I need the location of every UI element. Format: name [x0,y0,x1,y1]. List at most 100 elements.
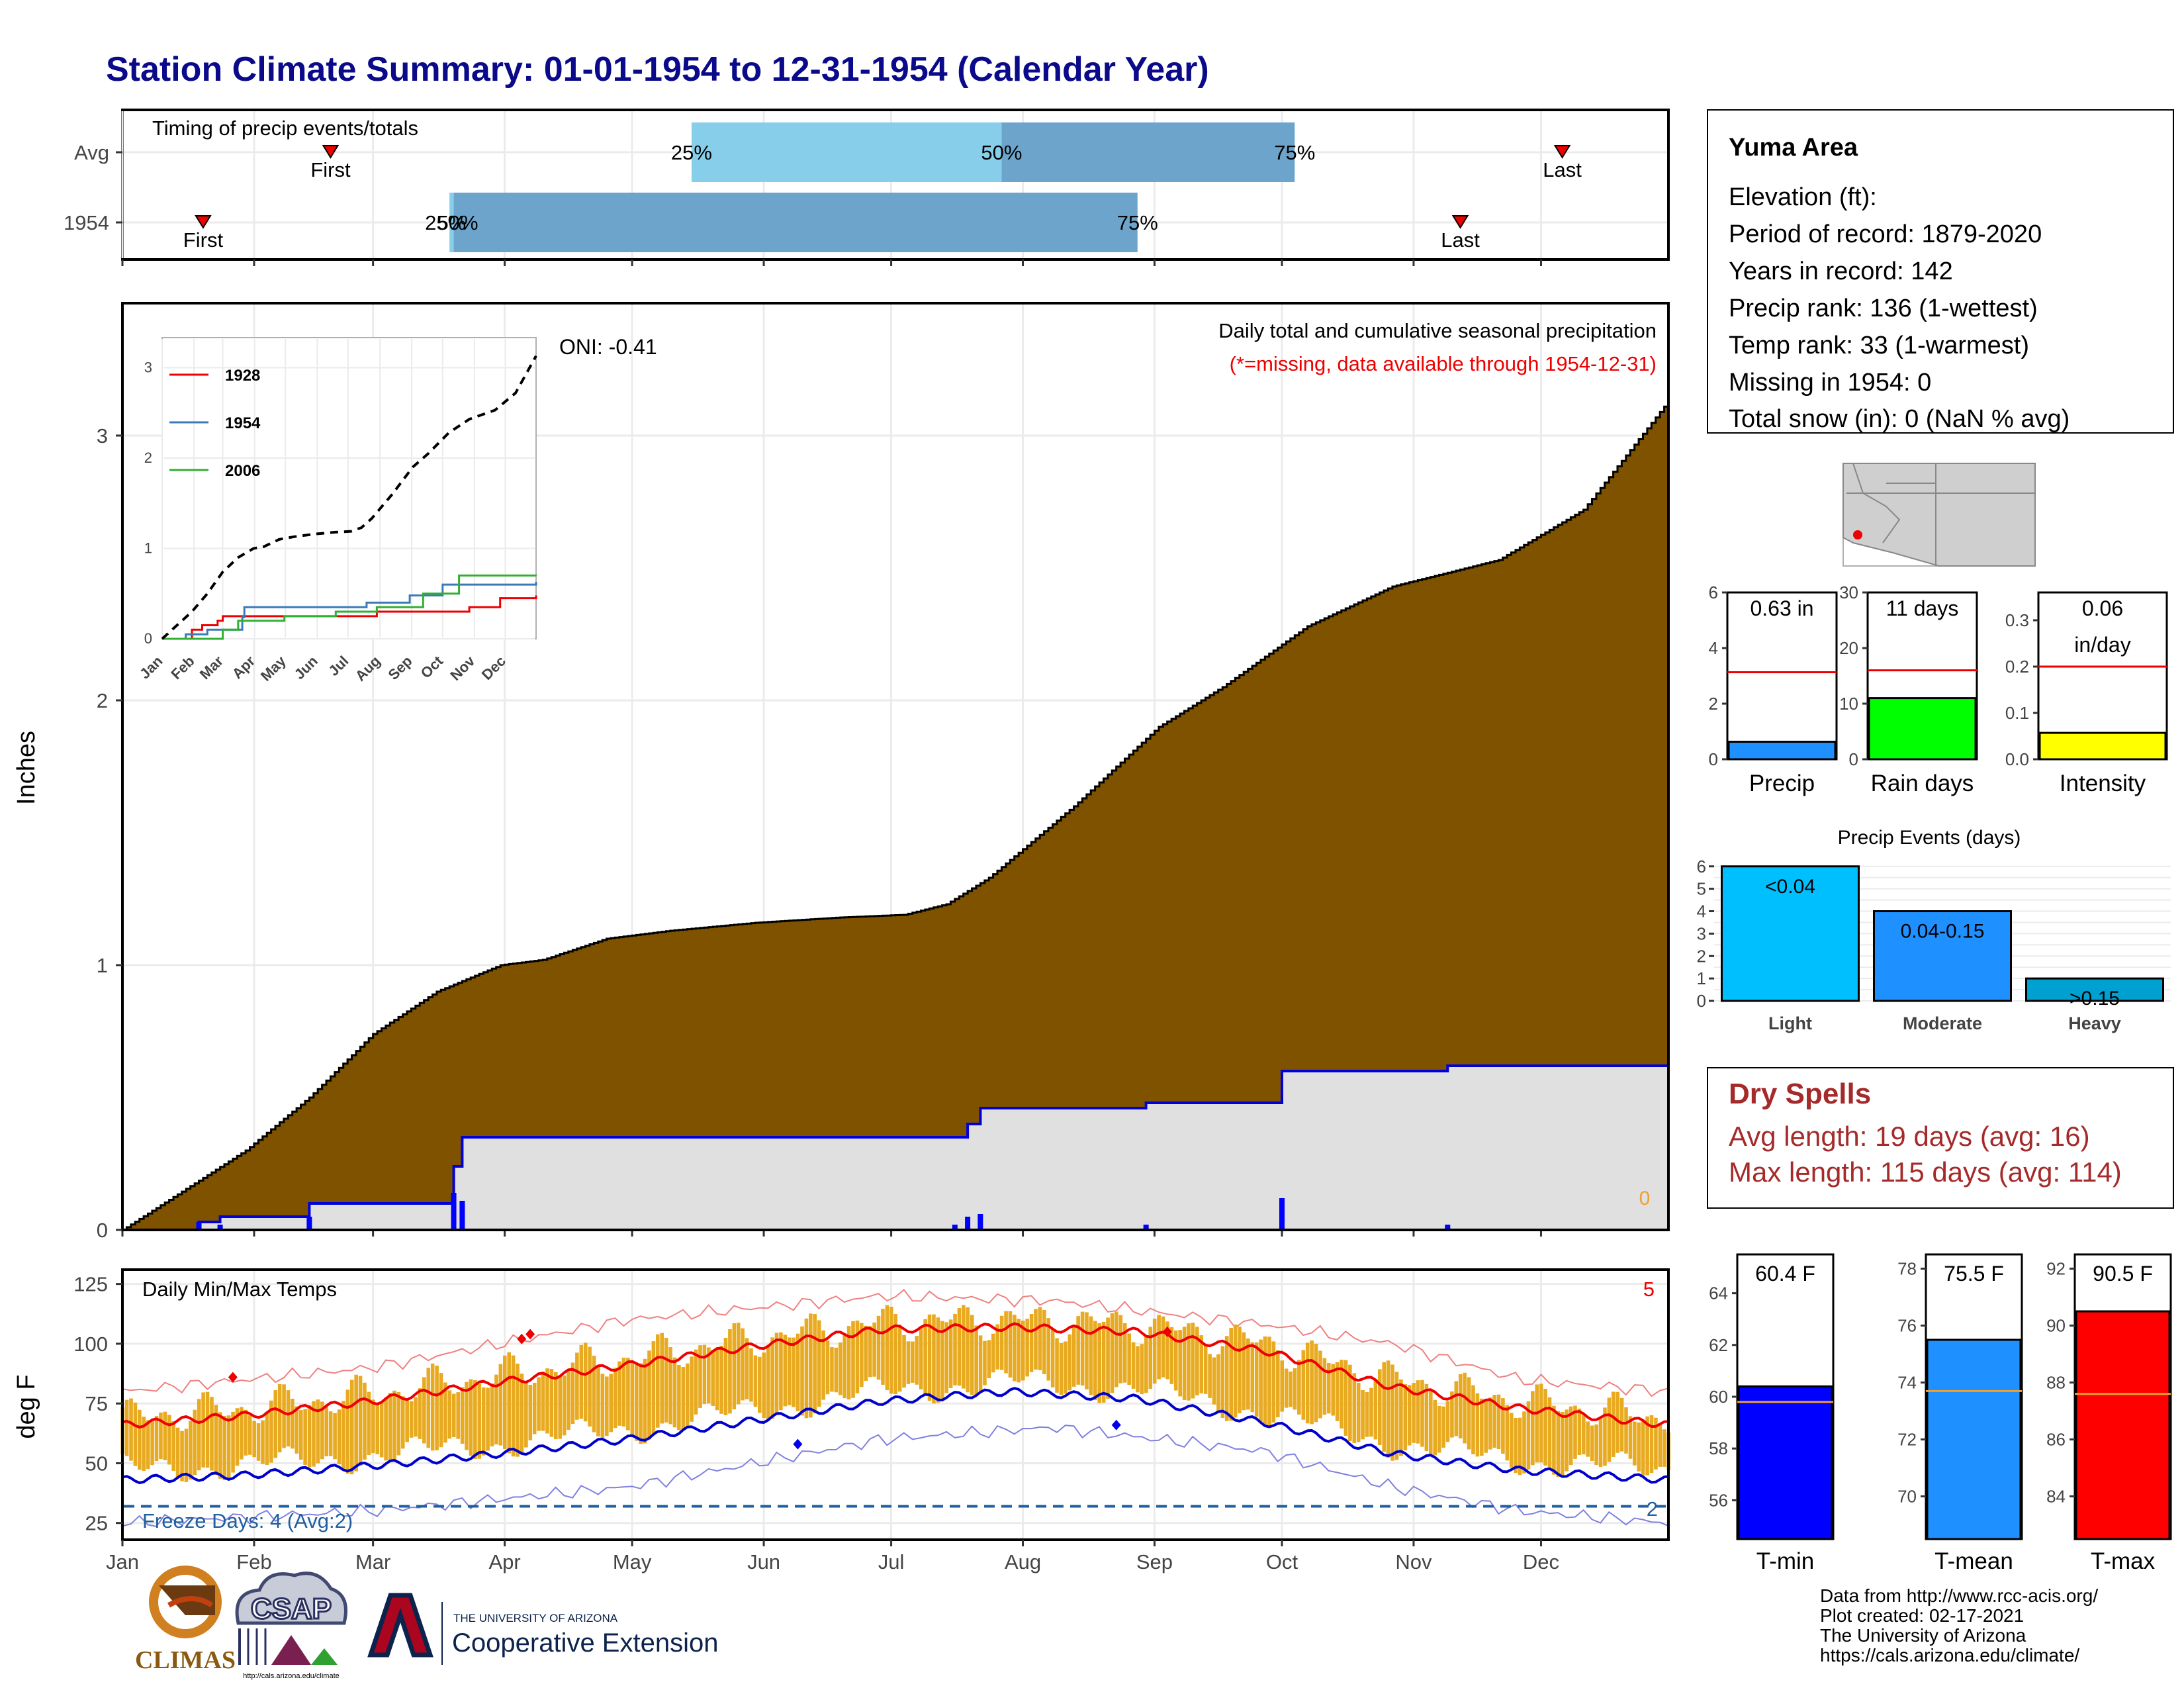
precip-events-chart: Precip Events (days) <0.04 Light 0.04-0.15… [1697,827,2171,1033]
daily-temp-bar [842,1334,846,1399]
daily-temp-bar [1543,1389,1547,1466]
last-marker-label: Last [1543,158,1582,181]
daily-temp-bar [1029,1314,1034,1372]
daily-temp-bar [766,1344,770,1421]
daily-temp-bar [779,1332,783,1411]
daily-temp-bar [307,1405,312,1468]
daily-temp-bar [1582,1415,1586,1454]
daily-temp-bar [613,1368,617,1429]
daily-temp-bar [690,1356,694,1422]
daily-temp-bar [643,1358,647,1444]
event-bar-light [1721,865,1860,1002]
first-marker-label: First [183,228,224,252]
temp-summary-y-tick-label: 78 [1897,1259,1917,1279]
daily-temp-bar [1199,1335,1204,1393]
daily-temp-bar [1275,1350,1280,1418]
quartile-label: 75% [1117,211,1158,234]
month-label: Jan [106,1550,139,1573]
cumulative-1954-area [122,1063,1668,1230]
daily-temp-bar [893,1314,897,1395]
daily-temp-bar [787,1337,792,1405]
daily-temp-bar [197,1399,201,1471]
daily-temp-bar [154,1416,159,1462]
station-info-box: Yuma Area Elevation (ft): Period of reco… [1707,109,2174,434]
temp-y-axis-label: deg F [13,1374,40,1438]
daily-temp-bar [1115,1311,1118,1387]
daily-temp-bar [1224,1336,1229,1421]
credit-line: Plot created: 02-17-2021 [1820,1605,2024,1626]
daily-temp-bar [1433,1399,1437,1456]
month-label: Sep [1136,1550,1173,1573]
daily-temp-bar [1394,1372,1399,1460]
daily-temp-bar [562,1375,567,1436]
daily-temp-bar [205,1391,210,1468]
temperature-bar-charts: 56 58 60 62 64 60.4 F T-min 70 72 74 76 78 75.5 F T-m… [1709,1253,2172,1574]
daily-temp-bar [868,1326,872,1378]
daily-temp-bar [1565,1409,1569,1472]
daily-temp-bar [685,1363,690,1428]
daily-temp-bar [1390,1364,1394,1461]
temp-summary-value: 75.5 F [1944,1262,2004,1286]
daily-temp-bar [1399,1379,1403,1456]
quartile-label: 50% [437,211,478,234]
timing-row-label: Avg [74,141,109,164]
daily-temp-bar [860,1323,864,1387]
daily-temp-bar [1144,1336,1148,1393]
daily-temp-bar [409,1401,414,1438]
daily-temp-bar [333,1413,337,1460]
daily-temp-bar [1509,1413,1514,1468]
summary-frame [1726,591,1838,761]
daily-temp-bar [1034,1309,1038,1370]
daily-temp-bar [1539,1383,1543,1463]
daily-temp-bar [1013,1315,1017,1382]
daily-temp-bar [881,1309,885,1385]
daily-temp-bar [1407,1385,1412,1446]
temp-summary-y-tick-label: 84 [2046,1487,2066,1507]
daily-temp-bar [987,1340,991,1378]
daily-temp-bar [1208,1354,1212,1398]
events-y-tick-label: 3 [1697,923,1706,943]
first-marker [195,215,212,229]
daily-temp-bar [1161,1316,1165,1378]
quartile-label: 25% [671,141,712,164]
daily-temp-bar [282,1384,286,1448]
daily-temp-bar [1191,1323,1195,1399]
daily-temp-bar [1352,1373,1357,1443]
daily-temp-bar [1182,1327,1187,1400]
daily-temp-bar [1025,1319,1029,1377]
daily-temp-bar [583,1342,588,1422]
credits: Data from http://www.rcc-acis.org/ Plot … [1820,1585,2098,1665]
daily-temp-bar [1195,1327,1199,1395]
daily-temp-bar [1531,1391,1535,1466]
daily-temp-bar [592,1355,596,1432]
daily-temp-bar [1076,1316,1080,1385]
daily-temp-bar [193,1409,197,1476]
daily-temp-bar [354,1374,358,1472]
temp-summary-y-tick-label: 90 [2046,1316,2066,1336]
page-title: Station Climate Summary: 01-01-1954 to 1… [106,50,1209,89]
month-label: Oct [1266,1550,1298,1573]
daily-temp-bar [1059,1342,1064,1395]
daily-temp-bar [1505,1405,1510,1461]
daily-temp-bar [150,1419,154,1466]
daily-temp-bar [460,1387,465,1444]
events-y-tick-label: 4 [1697,902,1706,921]
station-location-dot [1853,530,1862,539]
precip-note: Daily total and cumulative seasonal prec… [1218,319,1657,342]
station-line: Missing in 1954: 0 [1729,369,1931,397]
summary-chart-precip: 0 2 4 6 0.63 in Precip [1709,583,1838,796]
dry-spells-avg: Avg length: 19 days (avg: 16) [1729,1121,2090,1152]
daily-temp-bar [1322,1358,1327,1415]
daily-temp-bar [180,1430,184,1481]
daily-temp-bar [1484,1399,1488,1453]
daily-temp-bar [502,1355,507,1449]
daily-temp-bar [1361,1389,1365,1440]
daily-temp-bar [1658,1423,1662,1467]
summary-y-tick-label: 0.1 [2005,703,2029,723]
daily-temp-bar [422,1377,426,1444]
daily-temp-bar [741,1328,745,1401]
daily-temp-bar [1173,1330,1178,1391]
daily-temp-bar [1641,1419,1645,1476]
summary-y-tick-label: 0.3 [2005,610,2029,630]
daily-temp-bar [1305,1342,1310,1424]
